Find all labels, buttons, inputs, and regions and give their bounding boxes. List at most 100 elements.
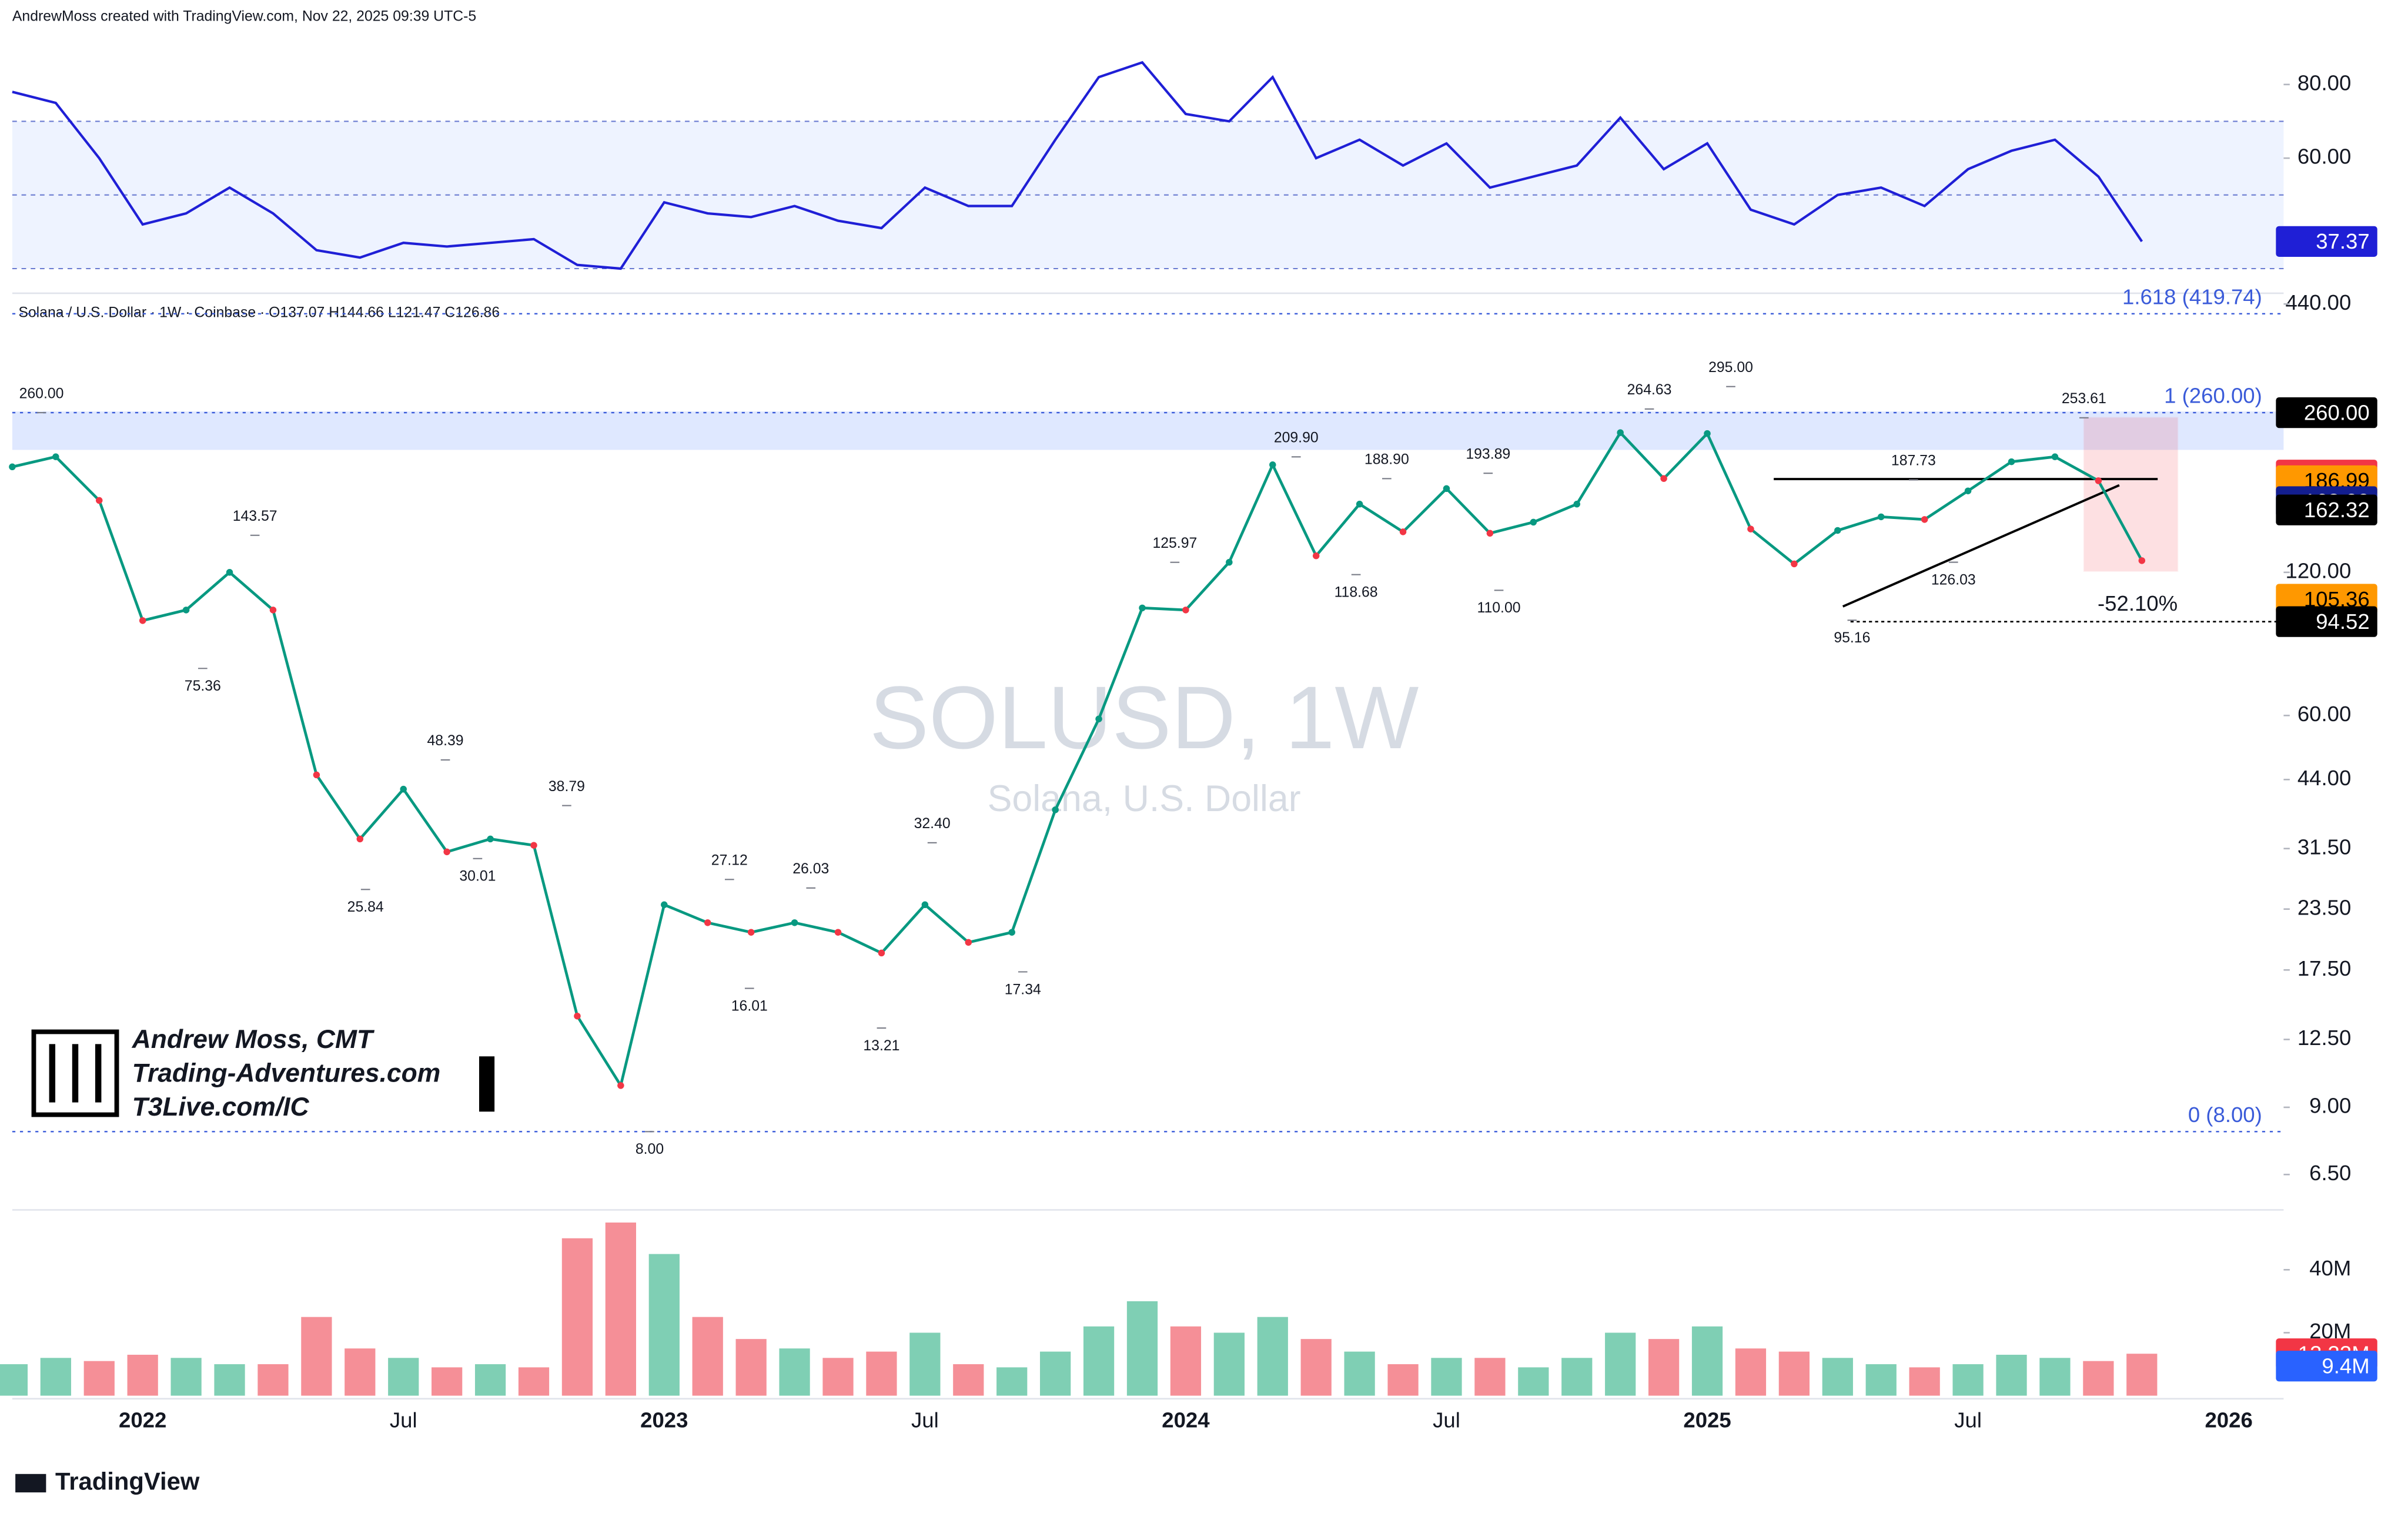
extreme-label: 38.79 [549,779,585,795]
close-point [2008,458,2015,466]
price-badge [2276,1351,2377,1382]
extreme-label: 26.03 [792,861,829,877]
volume-bar [1735,1348,1767,1396]
extreme-label: 125.97 [1152,535,1197,551]
y-tick-label: 9.00 [2309,1094,2351,1118]
fib-label: 1.618 (419.74) [2122,284,2262,309]
close-point [1704,430,1711,437]
fib-label: 1 (260.00) [2164,384,2262,408]
close-point [617,1082,624,1089]
footer-logo: TradingView [55,1468,200,1495]
close-point [1139,604,1146,612]
volume-bar [474,1364,506,1396]
close-point [1617,429,1624,436]
close-point [1052,806,1059,813]
extreme-label: 209.90 [1274,430,1319,446]
price-badge-label: 162.32 [2304,498,2370,522]
volume-bar [1778,1351,1810,1396]
price-badge [2276,397,2377,428]
x-tick-label: 2023 [640,1408,688,1432]
close-point [1530,518,1537,526]
x-tick-label: 2024 [1162,1408,1210,1432]
volume-bar [345,1348,376,1396]
volume-bar [1952,1364,1984,1396]
close-point [878,949,885,957]
price-badge [2276,494,2377,525]
extreme-label: 75.36 [185,678,221,694]
extreme-label: 260.00 [19,386,64,401]
extreme-label: 143.57 [233,508,277,524]
close-point [1660,475,1667,482]
volume-bar [1648,1339,1680,1396]
close-point [1486,530,1494,537]
extreme-label: 253.61 [2062,391,2106,407]
volume-bar [1909,1367,1940,1396]
close-point [2138,557,2146,564]
volume-bar [257,1364,289,1396]
close-point [1356,500,1363,508]
volume-bar [1083,1326,1115,1396]
price-badge-label: 94.52 [2316,610,2370,634]
close-point [139,617,146,624]
close-point [1877,513,1885,521]
y-tick-label: 44.00 [2297,766,2352,790]
price-badge [2276,226,2377,257]
volume-bar [779,1348,810,1396]
x-tick-label: Jul [390,1408,417,1432]
close-point [226,569,233,576]
volume-bar [953,1364,984,1396]
price-badge-label: 260.00 [2304,400,2370,424]
volume-bar [1996,1354,2027,1396]
close-point [487,835,494,843]
close-point [9,463,16,471]
volume-bar [1257,1317,1288,1396]
resistance-zone [12,411,2284,450]
extreme-label: 295.00 [1708,360,1753,376]
volume-bar [83,1361,115,1396]
volume-bar [2126,1354,2158,1396]
extreme-label: 126.03 [1931,572,1976,588]
volume-bar [1474,1358,1506,1396]
volume-bar [127,1354,158,1396]
y-tick-label: 6.50 [2309,1161,2351,1185]
close-point [1747,525,1754,533]
fib-label: 0 (8.00) [2188,1103,2262,1127]
volume-bar [432,1367,463,1396]
y-tick-label: 60.00 [2297,145,2352,169]
trend-line [1842,484,2120,608]
volume-bar [822,1358,854,1396]
credit: AndrewMoss created with TradingView.com,… [12,8,476,24]
y-tick-label: 17.50 [2297,956,2352,980]
close-point [747,929,755,936]
y-tick-label: 40M [2309,1256,2351,1280]
extreme-label: 27.12 [711,853,748,869]
close-point [52,453,59,460]
close-point [1921,516,1928,523]
close-point [1226,558,1233,566]
close-point [834,929,842,936]
close-point [530,842,537,849]
volume-bar [866,1351,897,1396]
close-point [1182,607,1189,614]
brand-link: T3Live.com/IC [132,1093,310,1121]
y-tick-label: 80.00 [2297,71,2352,95]
close-point [791,919,798,926]
close-point [1312,552,1320,560]
volume-bar [1691,1326,1723,1396]
volume-bar [2083,1361,2114,1396]
extreme-label: 48.39 [427,733,464,749]
volume-bar [40,1358,71,1396]
data-line [12,430,2143,1089]
close-point [1791,560,1798,568]
close-point [2095,477,2102,484]
close-point [443,848,450,856]
volume-bar [1518,1367,1549,1396]
logo-box [31,1029,119,1117]
close-point [96,497,103,504]
x-tick-label: 2026 [2205,1408,2252,1432]
volume-bar [1344,1351,1375,1396]
branding: Andrew Moss, CMT Trading-Adventures.com … [31,1025,495,1121]
close-point [1008,929,1015,936]
